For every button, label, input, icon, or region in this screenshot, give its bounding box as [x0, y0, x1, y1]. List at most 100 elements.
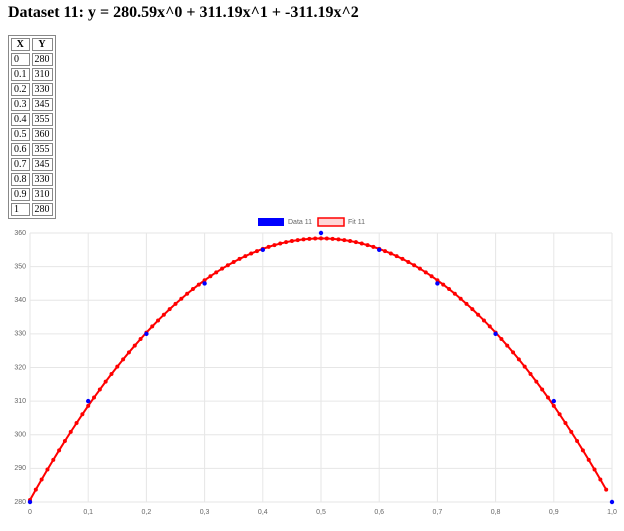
fit-point: [185, 291, 190, 296]
table-row: 1 280: [11, 203, 53, 216]
fit-point: [289, 239, 294, 244]
fit-point: [68, 429, 73, 434]
y-tick-label: 350: [14, 263, 26, 270]
column-header: Y: [31, 38, 53, 51]
fit-point: [371, 244, 376, 249]
fit-point: [196, 282, 201, 287]
fit-point: [476, 312, 481, 317]
table-cell: 345: [31, 158, 53, 171]
table-cell: 310: [31, 68, 53, 81]
fit-point: [272, 243, 277, 248]
fit-point: [225, 263, 230, 268]
fit-point: [598, 477, 603, 482]
fit-point: [202, 278, 207, 283]
fit-point: [388, 251, 393, 256]
fit-point: [592, 467, 597, 472]
fit-point: [557, 412, 562, 417]
legend-label: Fit 11: [348, 219, 365, 226]
fit-point: [545, 395, 550, 400]
table-cell: 0.2: [11, 83, 30, 96]
table-cell: 0.8: [11, 173, 30, 186]
table-cell: 330: [31, 83, 53, 96]
table-row: 0.9 310: [11, 188, 53, 201]
table-cell: 360: [31, 128, 53, 141]
table-row: 0 280: [11, 53, 53, 66]
fit-point: [39, 477, 44, 482]
fit-point: [516, 357, 521, 362]
y-tick-label: 300: [14, 432, 26, 439]
fit-point: [604, 487, 609, 492]
fit-point: [580, 448, 585, 453]
fit-point: [470, 307, 475, 312]
fit-point: [190, 287, 195, 292]
fit-point: [231, 259, 236, 264]
fit-point: [266, 244, 271, 249]
fit-point: [51, 457, 56, 462]
fit-point: [62, 439, 67, 444]
fit-point: [447, 287, 452, 292]
fit-point: [208, 274, 213, 279]
x-tick-label: 0,7: [433, 509, 443, 516]
data-point: [86, 398, 91, 404]
table-cell: 0.5: [11, 128, 30, 141]
fit-point: [301, 237, 306, 242]
y-tick-label: 280: [14, 499, 26, 506]
table-cell: 345: [31, 98, 53, 111]
data-point: [493, 331, 498, 337]
fit-point: [103, 379, 108, 384]
fit-point: [528, 372, 533, 377]
data-point: [318, 230, 324, 236]
fit-point: [353, 240, 358, 245]
table-cell: 310: [31, 188, 53, 201]
table-cell: 280: [31, 203, 53, 216]
fit-point: [365, 243, 370, 248]
fit-point: [74, 421, 79, 426]
fit-point: [412, 263, 417, 268]
fit-point: [313, 236, 318, 241]
x-tick-label: 0,1: [83, 509, 93, 516]
table-row: 0.7 345: [11, 158, 53, 171]
fit-point: [97, 387, 102, 392]
fit-point: [80, 412, 85, 417]
fit-point: [417, 266, 422, 271]
fit-point: [359, 241, 364, 246]
table-cell: 280: [31, 53, 53, 66]
y-tick-label: 330: [14, 331, 26, 338]
fit-point: [214, 270, 219, 275]
fit-point: [121, 357, 126, 362]
fit-point: [481, 318, 486, 323]
fit-point: [57, 448, 62, 453]
table-row: 0.3 345: [11, 98, 53, 111]
table-cell: 0.9: [11, 188, 30, 201]
table-cell: 0.6: [11, 143, 30, 156]
fit-point: [406, 259, 411, 264]
data-point: [609, 499, 615, 505]
fit-point: [284, 240, 289, 245]
fit-point: [586, 457, 591, 462]
table-cell: 355: [31, 143, 53, 156]
fit-point: [348, 239, 353, 244]
y-tick-label: 360: [14, 230, 26, 237]
fit-point: [278, 241, 283, 246]
y-tick-label: 310: [14, 398, 26, 405]
table-cell: 330: [31, 173, 53, 186]
x-tick-label: 0,9: [549, 509, 559, 516]
legend-swatch: [258, 218, 284, 226]
fit-point: [86, 403, 91, 408]
fit-point: [307, 236, 312, 241]
fit-point: [464, 301, 469, 306]
fit-line: [29, 237, 608, 501]
fit-point: [499, 336, 504, 341]
data-point: [27, 499, 33, 505]
fit-point: [487, 324, 492, 329]
data-point: [551, 398, 556, 404]
fit-point: [458, 296, 463, 301]
fit-point: [138, 336, 143, 341]
legend-label: Data 11: [288, 219, 312, 226]
fit-point: [92, 395, 97, 400]
fit-point: [435, 278, 440, 283]
table-row: 0.2 330: [11, 83, 53, 96]
fit-point: [423, 270, 428, 275]
